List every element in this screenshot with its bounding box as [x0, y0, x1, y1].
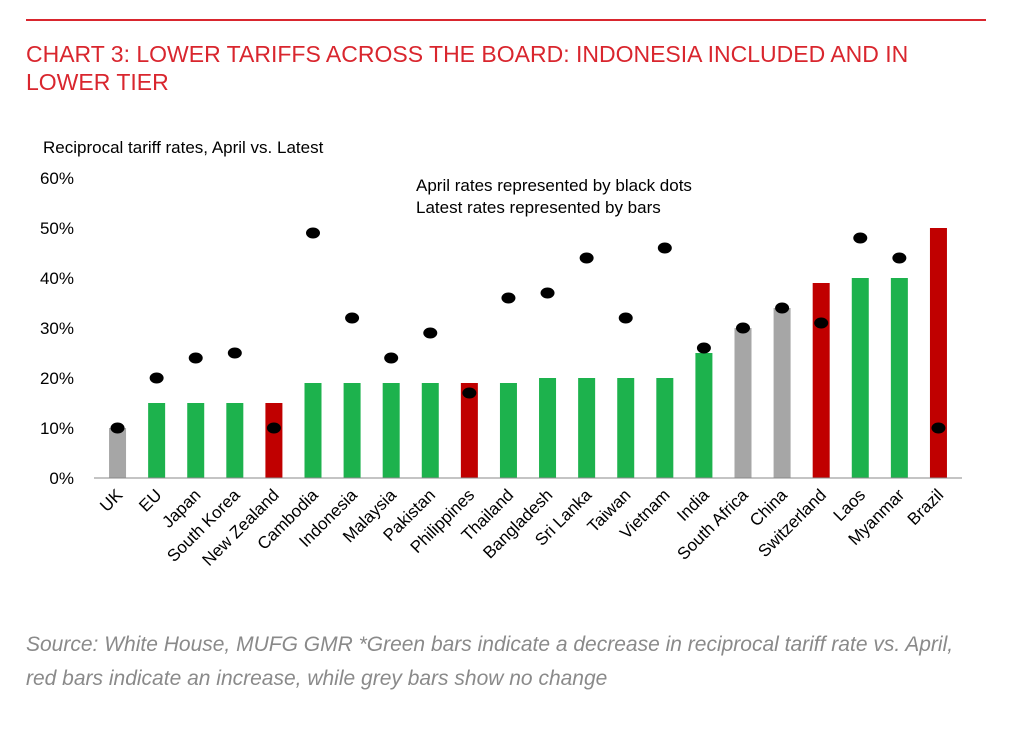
dot-vietnam — [657, 242, 672, 254]
bar-myanmar — [890, 278, 908, 478]
bar-new-zealand — [265, 403, 283, 478]
dots-group — [110, 227, 946, 434]
dot-brazil — [931, 422, 946, 434]
bar-india — [695, 353, 713, 478]
dot-taiwan — [618, 312, 633, 324]
bar-taiwan — [617, 378, 635, 478]
dot-sri-lanka — [579, 252, 594, 264]
x-tick-label: UK — [96, 485, 127, 516]
source-note: Source: White House, MUFG GMR *Green bar… — [26, 633, 954, 690]
dot-thailand — [501, 292, 516, 304]
bar-eu — [148, 403, 166, 478]
bar-malaysia — [382, 383, 400, 478]
top-rule — [26, 19, 986, 21]
dot-india — [696, 342, 711, 354]
y-tick-label: 50% — [40, 219, 74, 238]
bar-bangladesh — [539, 378, 557, 478]
bar-south-korea — [226, 403, 244, 478]
dot-philippines — [462, 387, 477, 399]
chart-subtitle: Reciprocal tariff rates, April vs. Lates… — [43, 138, 324, 157]
bar-pakistan — [421, 383, 439, 478]
y-tick-label: 60% — [40, 169, 74, 188]
y-tick-label: 40% — [40, 269, 74, 288]
bar-vietnam — [656, 378, 674, 478]
dot-pakistan — [423, 327, 438, 339]
bar-japan — [187, 403, 205, 478]
bar-cambodia — [304, 383, 322, 478]
dot-china — [775, 302, 790, 314]
legend-note-bars: Latest rates represented by bars — [416, 198, 661, 217]
dot-eu — [149, 372, 164, 384]
dot-myanmar — [892, 252, 907, 264]
dot-bangladesh — [540, 287, 555, 299]
bar-brazil — [929, 228, 947, 478]
dot-uk — [110, 422, 125, 434]
bar-china — [773, 308, 791, 478]
bar-south-africa — [734, 328, 752, 478]
dot-cambodia — [306, 227, 320, 239]
y-axis: 0% 10% 20% 30% 40% 50% 60% — [40, 169, 74, 488]
bar-thailand — [499, 383, 517, 478]
bar-sri-lanka — [578, 378, 596, 478]
dot-new-zealand — [266, 422, 281, 434]
bars-group — [109, 228, 947, 478]
bar-philippines — [460, 383, 478, 478]
bar-switzerland — [812, 283, 830, 478]
y-tick-label: 30% — [40, 319, 74, 338]
dot-indonesia — [345, 312, 360, 324]
bar-uk — [109, 428, 127, 478]
dot-switzerland — [814, 317, 829, 329]
y-tick-label: 0% — [49, 469, 74, 488]
dot-laos — [853, 232, 868, 244]
dot-malaysia — [384, 352, 399, 364]
chart-title: CHART 3: LOWER TARIFFS ACROSS THE BOARD:… — [26, 41, 909, 95]
dot-japan — [188, 352, 203, 364]
y-tick-label: 20% — [40, 369, 74, 388]
x-tick-label: EU — [135, 485, 165, 515]
bar-laos — [851, 278, 869, 478]
legend-note-dots: April rates represented by black dots — [416, 176, 692, 195]
dot-south-korea — [227, 347, 242, 359]
dot-south-africa — [736, 322, 750, 334]
bar-indonesia — [343, 383, 361, 478]
y-tick-label: 10% — [40, 419, 74, 438]
x-tick-label: Brazil — [904, 485, 947, 528]
